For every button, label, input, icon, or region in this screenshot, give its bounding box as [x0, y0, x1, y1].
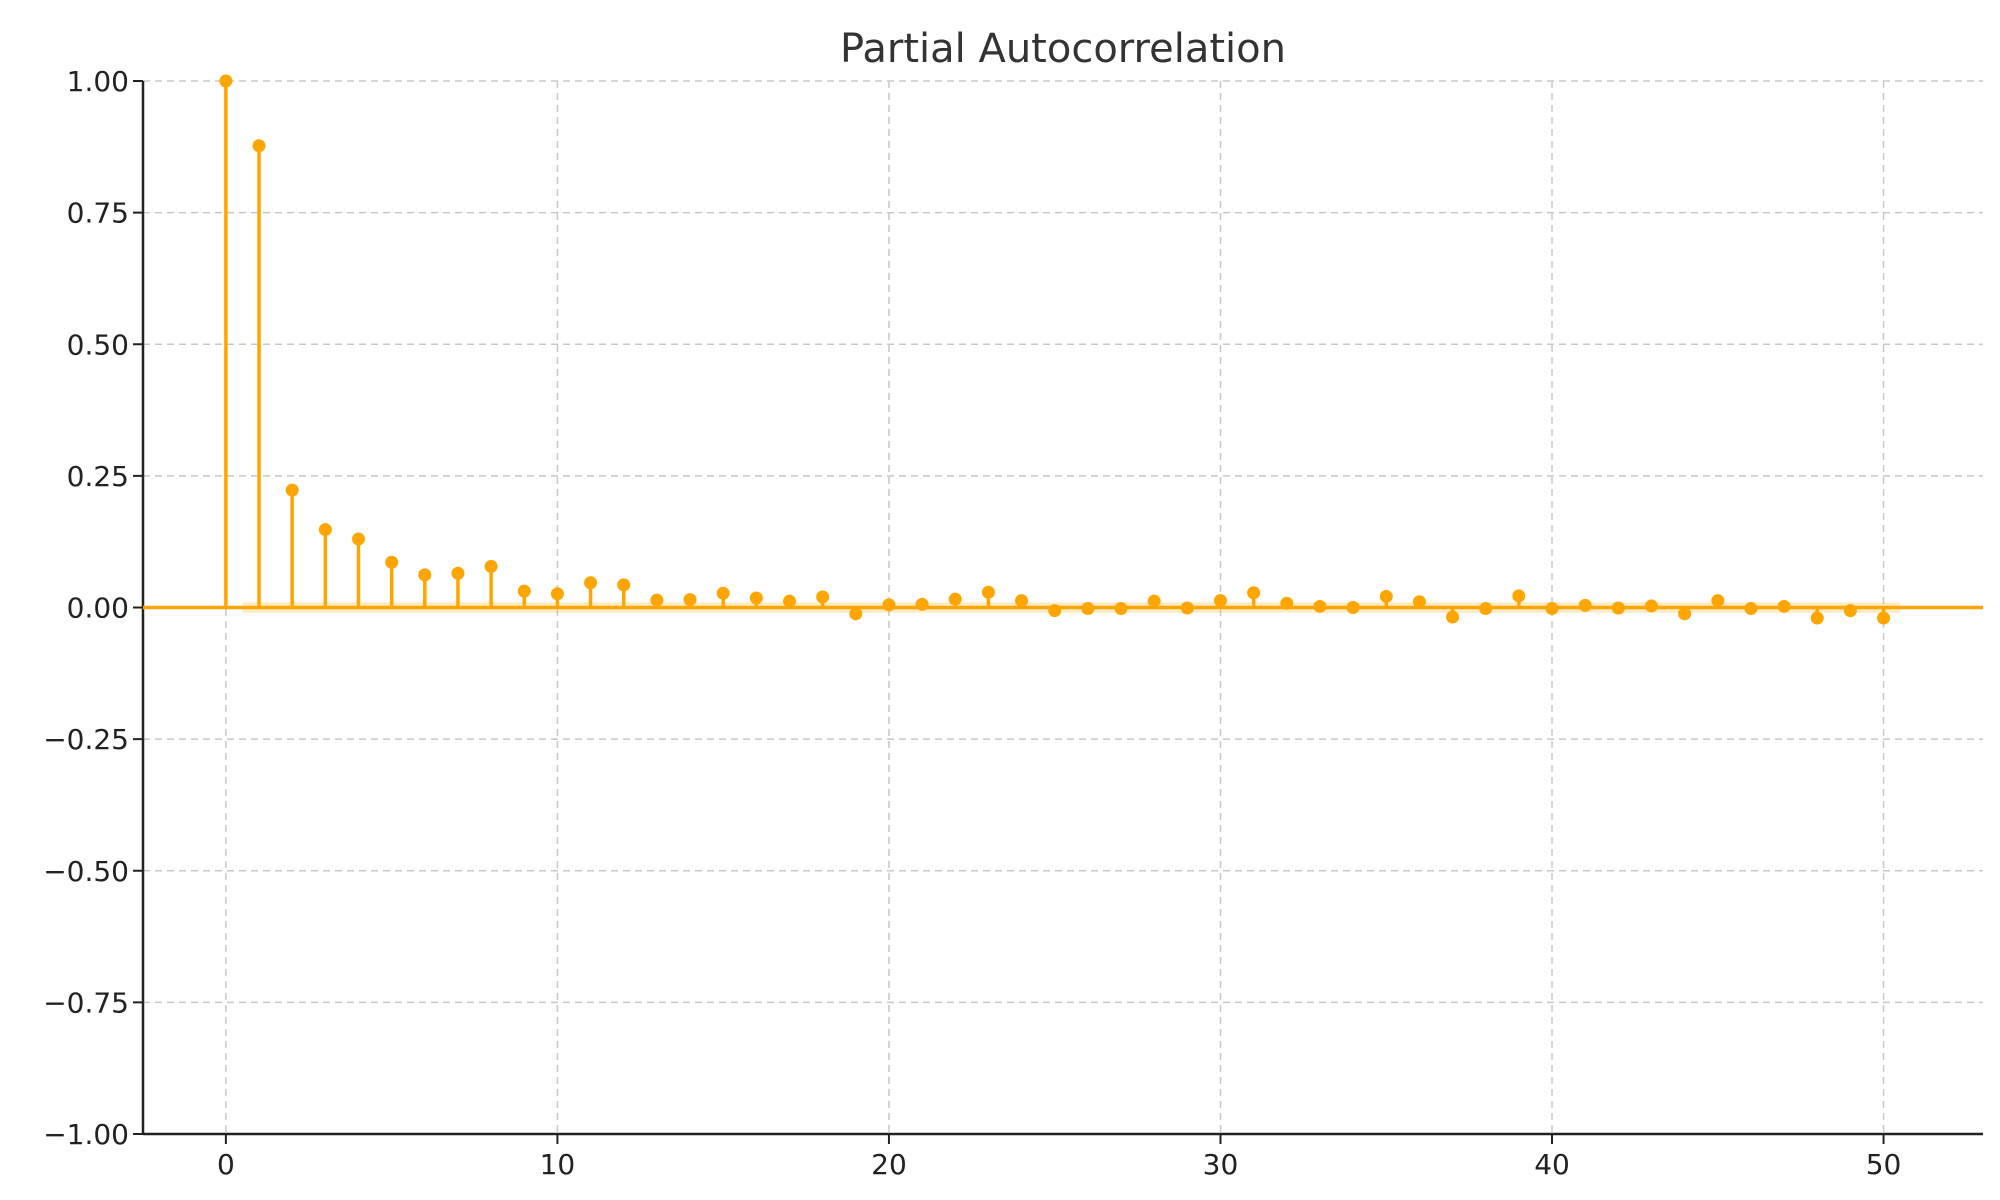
y-tick-label: −0.50 [43, 855, 129, 888]
pacf-point [1247, 586, 1261, 600]
pacf-point [1711, 594, 1725, 608]
x-tick-label: 10 [540, 1148, 576, 1181]
pacf-point [252, 139, 266, 153]
pacf-point [617, 578, 631, 592]
pacf-point [285, 483, 299, 497]
pacf-point [1611, 601, 1625, 615]
x-tick-label: 40 [1534, 1148, 1570, 1181]
y-tick-label: 0.00 [67, 592, 129, 625]
pacf-point [1678, 607, 1692, 621]
pacf-point [451, 566, 465, 580]
pacf-point [782, 594, 796, 608]
pacf-point [1081, 602, 1095, 616]
x-tick-label: 30 [1203, 1148, 1239, 1181]
pacf-point [1512, 589, 1526, 603]
chart-title: Partial Autocorrelation [840, 26, 1286, 72]
pacf-point [1578, 598, 1592, 612]
pacf-point [385, 555, 399, 569]
pacf-point [1412, 595, 1426, 609]
y-tick-label: 0.75 [67, 197, 129, 230]
x-tick-label: 20 [871, 1148, 907, 1181]
pacf-point [418, 568, 432, 582]
y-tick-label: −0.25 [43, 723, 129, 756]
y-tick-label: 0.25 [67, 460, 129, 493]
pacf-point [882, 598, 896, 612]
pacf-point [1379, 589, 1393, 603]
pacf-point [351, 532, 365, 546]
pacf-point [484, 559, 498, 573]
pacf-point [1048, 604, 1062, 618]
pacf-point [1843, 604, 1857, 618]
pacf-point [1313, 599, 1327, 613]
pacf-point [948, 592, 962, 606]
pacf-point [683, 593, 697, 607]
pacf-point [816, 590, 830, 604]
y-tick-label: −1.00 [43, 1118, 129, 1151]
ticks-layer: −1.00 −0.75 −0.50 −0.25 0.00 0.25 0.50 0.75 1.00… [43, 65, 1901, 1181]
pacf-point [318, 523, 332, 537]
pacf-point [1446, 610, 1460, 624]
y-tick-label: 1.00 [67, 65, 129, 98]
pacf-point [1479, 602, 1493, 616]
pacf-point [1015, 594, 1029, 608]
pacf-point [650, 593, 664, 607]
pacf-point [849, 607, 863, 621]
pacf-point [1877, 611, 1891, 625]
pacf-point [1213, 594, 1227, 608]
grid-layer [143, 80, 1983, 1135]
pacf-point [749, 591, 763, 605]
pacf-point [1644, 599, 1658, 613]
pacf-point [1114, 602, 1128, 616]
pacf-point [981, 585, 995, 599]
pacf-point [584, 576, 598, 590]
pacf-point [1777, 599, 1791, 613]
pacf-point [716, 586, 730, 600]
y-tick-label: −0.75 [43, 986, 129, 1019]
pacf-point [219, 74, 233, 88]
pacf-point [550, 587, 564, 601]
series-layer [143, 74, 1983, 625]
pacf-point [1810, 611, 1824, 625]
pacf-point [1346, 601, 1360, 614]
y-tick-label: 0.50 [67, 328, 129, 361]
pacf-point [1180, 601, 1194, 615]
pacf-point [517, 584, 531, 598]
x-tick-label: 0 [217, 1148, 235, 1181]
pacf-point [1280, 596, 1294, 610]
pacf-point [915, 597, 929, 611]
x-tick-label: 50 [1866, 1148, 1902, 1181]
pacf-point [1147, 594, 1161, 608]
pacf-point [1744, 602, 1758, 616]
pacf-point [1545, 602, 1559, 616]
